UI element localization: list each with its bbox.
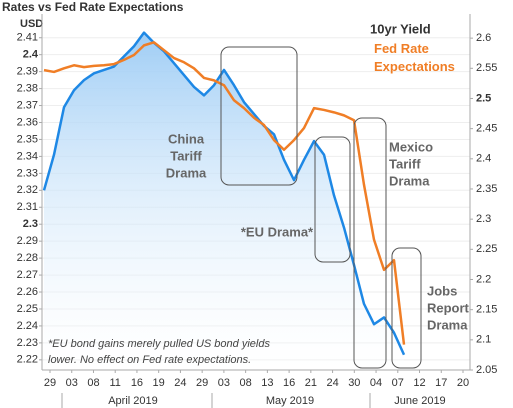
y-tick-label: 2.27 — [17, 269, 38, 281]
y-tick-label: 2.33 — [17, 167, 38, 179]
y2-tick-label: 2.15 — [476, 304, 497, 316]
annotation: Report — [427, 300, 470, 315]
y2-tick-label: 2.5 — [476, 92, 491, 104]
y2-tick-label: 2.35 — [476, 183, 497, 195]
y-tick-label: 2.23 — [17, 337, 38, 349]
y-tick-label: 2.22 — [17, 354, 38, 366]
x-tick-label: 07 — [392, 377, 404, 389]
x-tick-label: 19 — [153, 377, 165, 389]
annotation: Drama — [389, 173, 430, 188]
month-label: June 2019 — [394, 395, 445, 407]
y-tick-label: 2.26 — [17, 286, 38, 298]
y-tick-label: 2.24 — [17, 320, 38, 332]
y2-tick-label: 2.3 — [476, 213, 491, 225]
y2-tick-label: 2.25 — [476, 243, 497, 255]
x-tick-label: 03 — [218, 377, 230, 389]
x-tick-label: 04 — [370, 377, 382, 389]
annotation-box — [314, 136, 351, 263]
x-tick-label: 29 — [44, 377, 56, 389]
annotation: *EU Drama* — [241, 224, 314, 239]
y-tick-label: 2.38 — [17, 82, 38, 94]
y-axis-label: USD — [20, 18, 43, 30]
y2-tick-label: 2.4 — [476, 153, 491, 165]
y-tick-label: 2.29 — [17, 235, 38, 247]
annotation: China — [168, 131, 205, 146]
y-tick-label: 2.41 — [17, 32, 38, 44]
x-tick-label: 11 — [109, 377, 120, 389]
y-tick-label: 2.39 — [17, 66, 38, 78]
x-tick-label: 08 — [87, 377, 99, 389]
x-tick-label: 30 — [348, 377, 360, 389]
y-tick-label: 2.32 — [17, 184, 38, 196]
x-tick-label: 12 — [413, 377, 425, 389]
chart-title: Rates vs Fed Rate Expectations — [2, 0, 184, 14]
y2-tick-label: 2.05 — [476, 364, 497, 376]
y2-tick-label: 2.6 — [476, 32, 491, 44]
month-label: May 2019 — [266, 395, 314, 407]
annotation: Drama — [427, 317, 468, 332]
annotation: Drama — [166, 165, 207, 180]
y2-tick-label: 2.45 — [476, 123, 497, 135]
annotation: Mexico — [389, 139, 433, 154]
area — [44, 32, 404, 371]
annotation: Jobs — [427, 283, 457, 298]
y-tick-label: 2.36 — [17, 116, 38, 128]
annotation: Tariff — [170, 148, 202, 163]
annotation-box — [391, 247, 422, 369]
y-tick-label: 2.34 — [17, 150, 38, 162]
x-tick-label: 16 — [283, 377, 295, 389]
x-tick-label: 21 — [305, 377, 317, 389]
legend-entry: 10yr Yield — [370, 21, 431, 36]
y2-tick-label: 2.2 — [476, 273, 491, 285]
y-tick-label: 2.25 — [17, 303, 38, 315]
x-tick-label: 24 — [326, 377, 338, 389]
x-tick-label: 29 — [196, 377, 208, 389]
y-tick-label: 2.4 — [23, 49, 39, 61]
x-tick-label: 08 — [240, 377, 252, 389]
y-tick-label: 2.31 — [17, 201, 38, 213]
x-tick-label: 24 — [174, 377, 186, 389]
annotation: Tariff — [389, 156, 421, 171]
line — [42, 31, 406, 356]
footnote: *EU bond gains merely pulled US bond yie… — [48, 338, 270, 350]
x-tick-label: 03 — [66, 377, 78, 389]
y2-tick-label: 2.55 — [476, 62, 497, 74]
line — [43, 41, 406, 345]
x-tick-label: 20 — [457, 377, 469, 389]
y2-tick-label: 2.1 — [476, 334, 491, 346]
y-tick-label: 2.28 — [17, 252, 38, 264]
x-tick-label: 17 — [435, 377, 447, 389]
y-tick-label: 2.37 — [17, 99, 38, 111]
x-tick-label: 16 — [131, 377, 143, 389]
y-tick-label: 2.3 — [23, 218, 38, 230]
x-tick-label: 13 — [261, 377, 273, 389]
y-tick-label: 2.35 — [17, 133, 38, 145]
month-label: April 2019 — [108, 395, 158, 407]
annotation-box — [353, 117, 387, 369]
footnote: lower. No effect on Fed rate expectation… — [48, 354, 251, 366]
annotation-box — [220, 46, 298, 186]
legend-entry: Fed Rate Expectations — [374, 41, 455, 74]
